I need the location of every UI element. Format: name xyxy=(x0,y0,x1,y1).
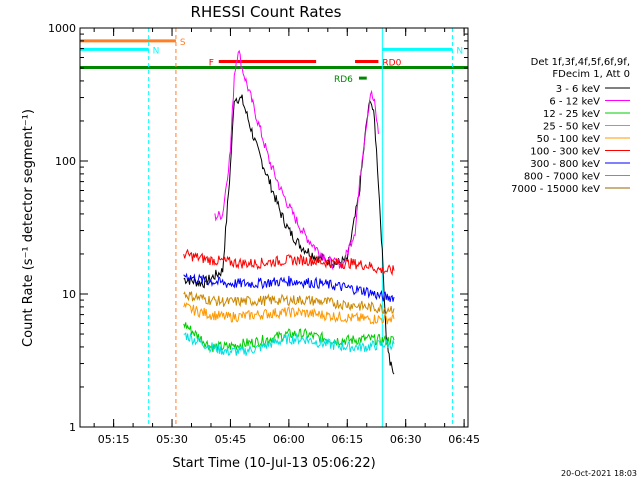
x-tick-label-0: 05:15 xyxy=(98,433,130,446)
series-line-2 xyxy=(183,322,395,353)
y-tick-label-3: 1000 xyxy=(48,22,76,35)
legend-entry-8: 7000 - 15000 keV xyxy=(511,184,600,195)
x-tick-label-2: 05:45 xyxy=(215,433,247,446)
legend-entry-5: 100 - 300 keV xyxy=(530,147,600,158)
annotation-label-3: F xyxy=(209,58,214,68)
y-tick-label-2: 100 xyxy=(55,155,76,168)
annotation-label-6: RD6 xyxy=(334,75,353,85)
legend-entry-4: 50 - 100 keV xyxy=(537,134,601,145)
annotation-label-1: N xyxy=(153,46,160,56)
y-axis-label: Count Rate (s⁻¹ detector segment⁻¹) xyxy=(21,109,36,347)
legend-entry-7: 800 - 7000 keV xyxy=(524,172,600,183)
x-tick-label-3: 06:00 xyxy=(273,433,305,446)
series-line-6 xyxy=(183,272,395,302)
y-tick-label-0: 1 xyxy=(69,421,76,434)
legend-header-0: Det 1f,3f,4f,5f,6f,9f, xyxy=(531,57,630,68)
legend-entry-0: 3 - 6 keV xyxy=(556,84,600,95)
x-axis-label: Start Time (10-Jul-13 05:06:22) xyxy=(172,456,375,471)
footer-timestamp: 20-Oct-2021 18:03 xyxy=(561,469,637,478)
x-tick-label-5: 06:30 xyxy=(390,433,422,446)
y-tick-label-1: 10 xyxy=(62,288,76,301)
legend: Det 1f,3f,4f,5f,6f,9f,FDecim 1, Att 0 3 -… xyxy=(511,57,630,195)
plot-frame xyxy=(79,27,469,428)
annotation-label-0: S xyxy=(180,38,186,48)
annotation-label-4: RD0 xyxy=(382,58,401,68)
series-line-3 xyxy=(183,332,395,356)
x-tick-label-4: 06:15 xyxy=(331,433,363,446)
series-line-1 xyxy=(214,49,379,271)
series-line-5 xyxy=(183,248,395,277)
legend-header-1: FDecim 1, Att 0 xyxy=(552,69,630,80)
x-tick-label-6: 06:45 xyxy=(448,433,480,446)
series-line-7 xyxy=(183,291,395,315)
series-line-4 xyxy=(183,302,395,325)
legend-entry-2: 12 - 25 keV xyxy=(543,109,600,120)
annotation-label-2: N xyxy=(456,46,463,56)
legend-entry-3: 25 - 50 keV xyxy=(543,122,600,133)
series-line-0 xyxy=(183,94,395,375)
chart-title: RHESSI Count Rates xyxy=(191,3,342,21)
legend-entry-1: 6 - 12 keV xyxy=(549,97,600,108)
legend-entry-6: 300 - 800 keV xyxy=(530,159,600,170)
plot-marks: S N N F RD0 RD6 xyxy=(79,28,468,427)
axes: 1 10 100 1000 05:15 05:30 05:45 06:00 06:15 06:30… xyxy=(48,22,480,446)
x-tick-label-1: 05:30 xyxy=(156,433,188,446)
